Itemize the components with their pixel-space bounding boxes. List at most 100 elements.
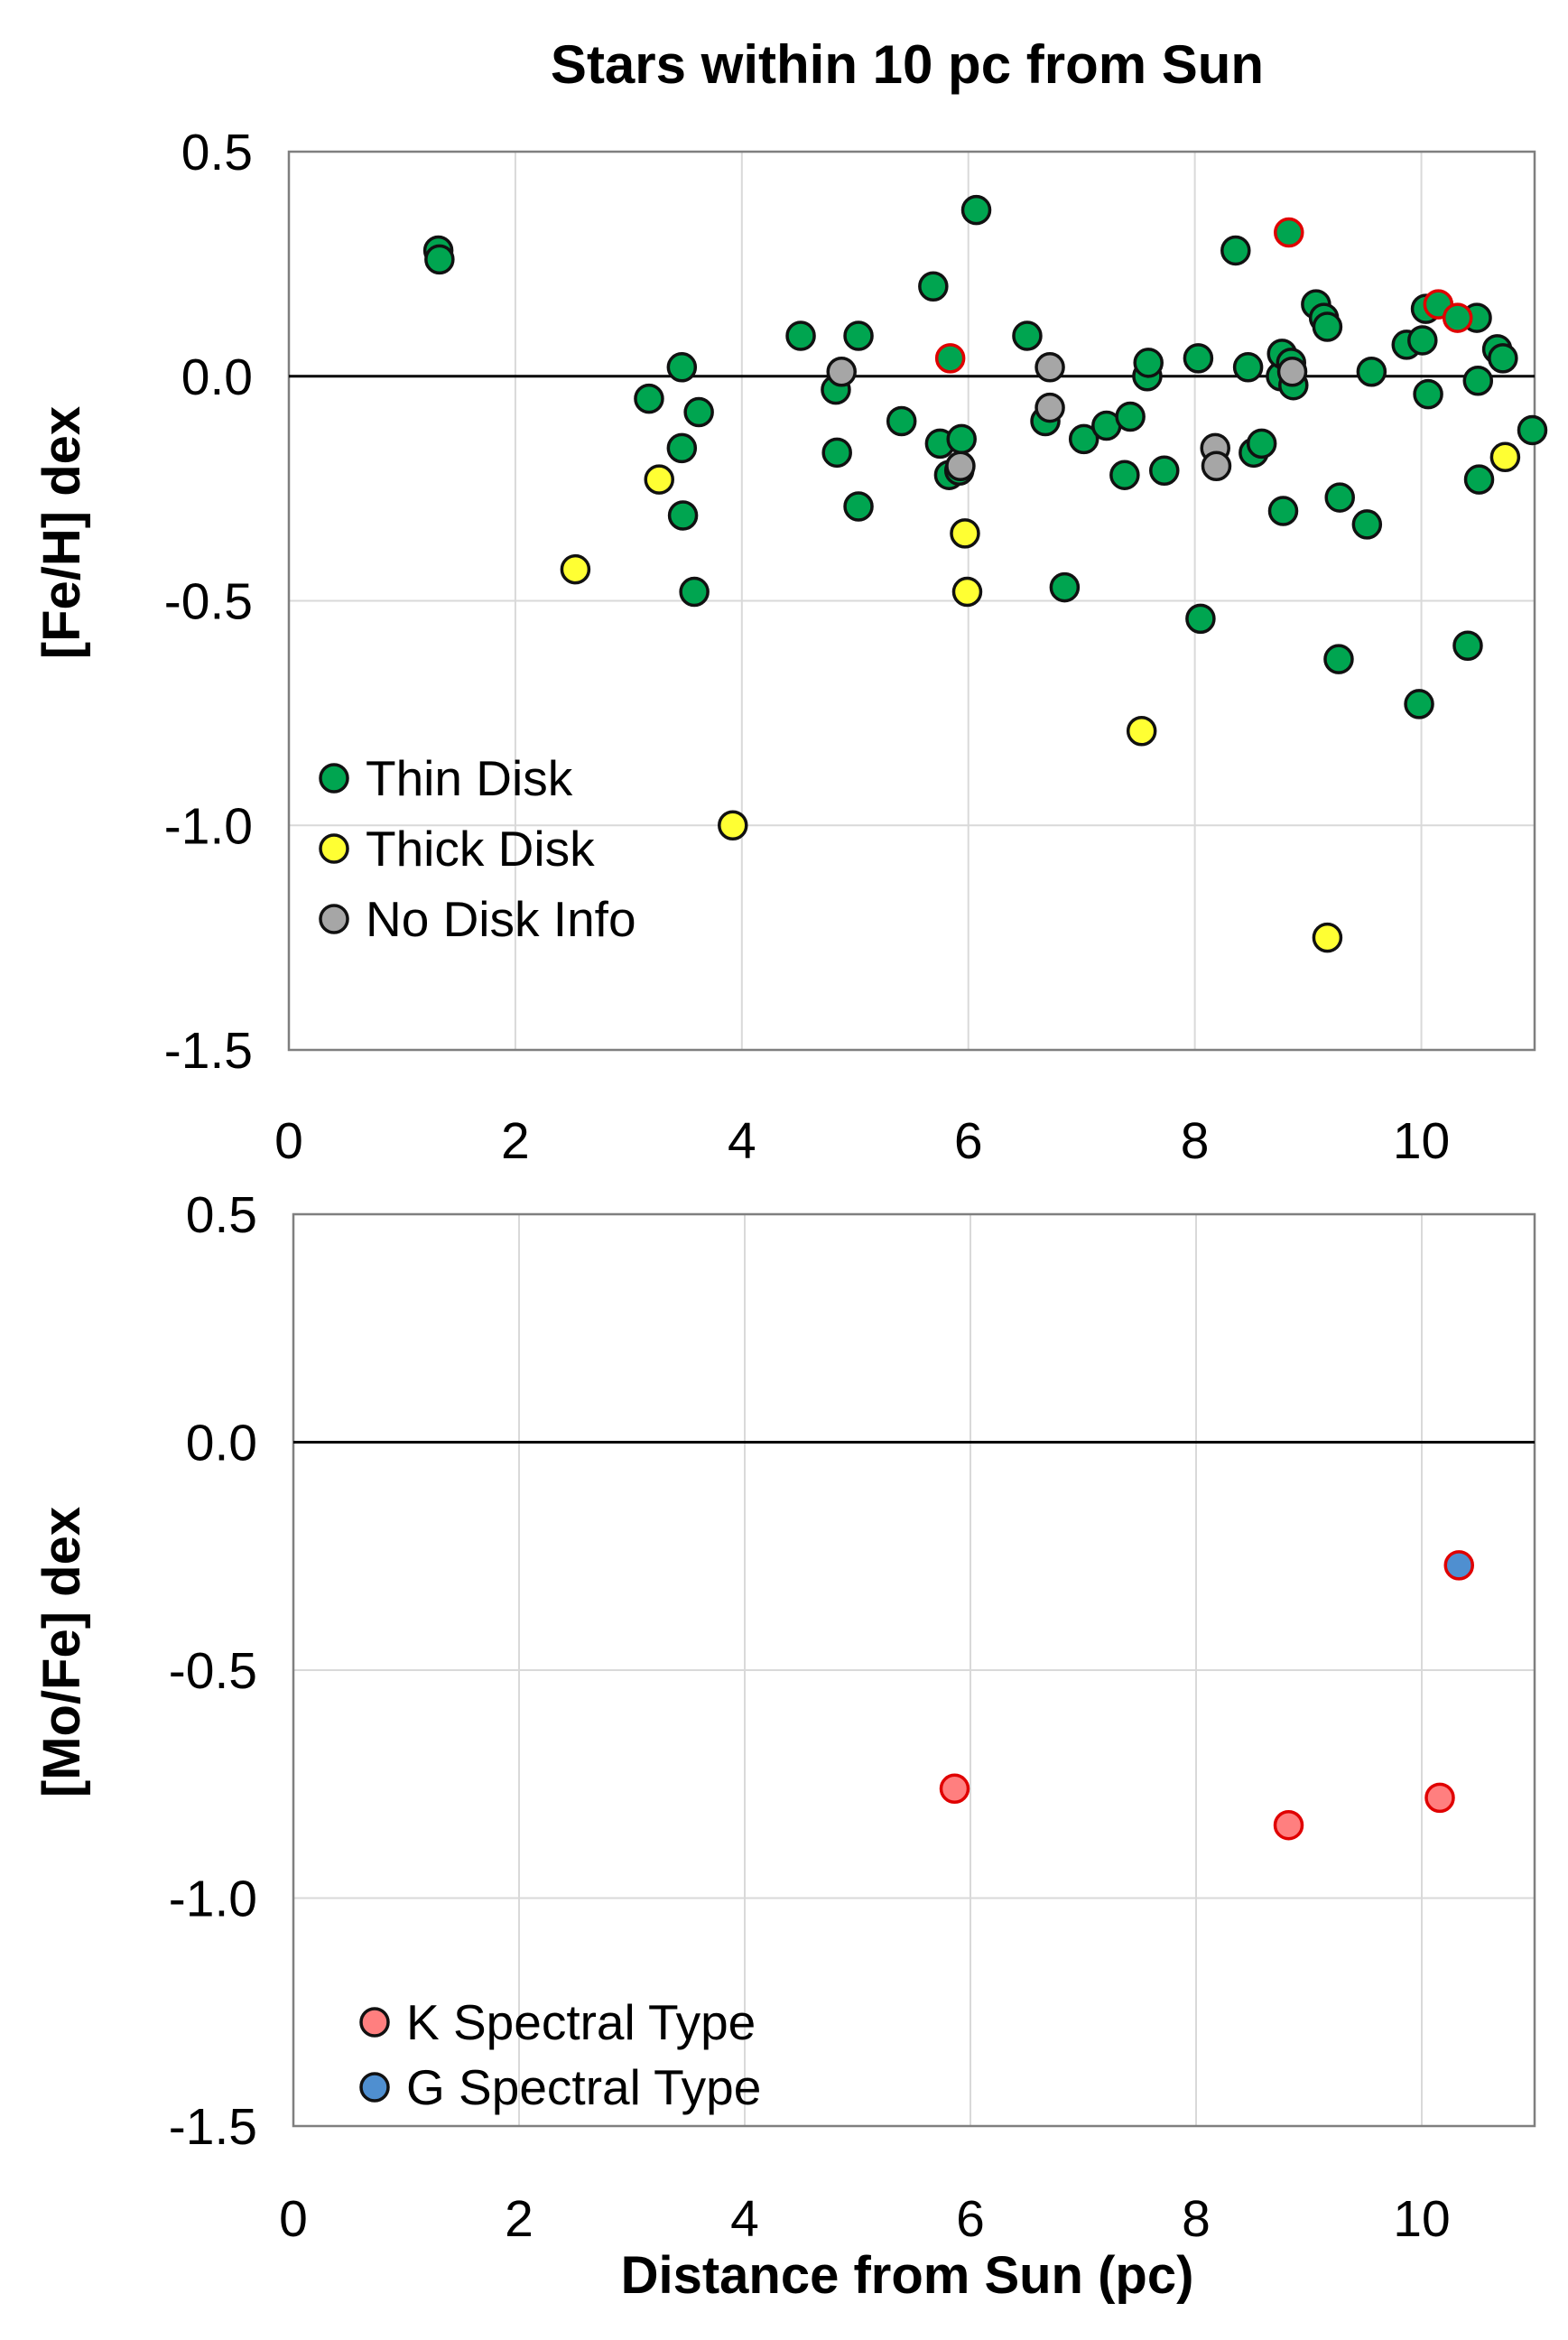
x-tick-label: 2 [501,1112,530,1170]
data-point [1489,441,1521,473]
data-point [1133,348,1164,378]
data-point [950,518,980,549]
data-point [1463,464,1495,495]
data-point [1274,217,1304,248]
x-tick-label: 0 [279,2190,308,2248]
data-point [1356,357,1387,387]
data-point [1109,460,1140,490]
data-point [644,464,674,495]
data-point [1012,320,1043,351]
plot-area [292,1212,1536,2128]
data-point [666,352,698,383]
data-point [1035,392,1065,423]
data-point [1312,311,1343,342]
data-point [1452,630,1483,661]
data-point [1035,352,1065,383]
data-point [1404,689,1434,720]
x-tick-label: 10 [1393,2190,1450,2248]
data-point [1232,352,1264,383]
y-tick-label: -1.0 [169,1871,257,1928]
data-point [1442,302,1473,333]
data-point [1115,401,1146,432]
x-tick-label: 6 [956,2190,985,2248]
data-point [945,450,976,481]
x-axis-title: Distance from Sun (pc) [621,2246,1194,2305]
data-point [1413,378,1443,410]
data-point [1407,325,1438,356]
y-tick-label: 0.5 [181,124,253,181]
data-point [1424,1782,1455,1814]
legend-marker [319,904,349,934]
data-point [1323,644,1354,674]
legend-label: No Disk Info [366,891,636,947]
data-point [1220,235,1251,266]
chart-title: Stars within 10 pc from Sun [551,34,1264,95]
legend-label: K Spectral Type [406,1994,756,2050]
data-point [960,194,992,226]
x-tick-label: 6 [954,1112,983,1170]
y-tick-label: 0.0 [181,348,253,406]
data-point [1185,603,1216,635]
data-point [1488,343,1518,374]
data-point [1443,1550,1474,1581]
data-point [1246,428,1277,460]
data-point [951,576,983,608]
y-tick-label: -1.0 [164,797,253,855]
data-point [1183,343,1214,374]
data-point [843,491,874,522]
data-point [1068,423,1099,455]
data-point [424,244,455,275]
x-tick-label: 4 [728,1112,756,1170]
data-point [683,396,714,428]
x-tick-label: 4 [730,2190,759,2248]
data-point [843,320,874,351]
data-point [821,437,852,469]
data-point [718,810,748,840]
data-point [785,320,816,351]
y-axis-title: [Mo/Fe] dex [32,1507,91,1797]
x-tick-label: 8 [1181,1112,1210,1170]
data-point [679,576,710,608]
legend-marker [359,2072,390,2103]
data-point [1201,450,1232,481]
y-axis-title: [Fe/H] dex [32,406,91,659]
y-tick-label: -0.5 [169,1642,257,1700]
y-tick-label: 0.0 [186,1415,257,1472]
x-tick-label: 0 [274,1112,303,1170]
data-point [1324,482,1355,513]
data-point [560,553,591,585]
y-tick-label: 0.5 [186,1186,257,1244]
data-point [1049,571,1081,603]
feh-panel: 0.5 0.0 -0.5 -1.0 -1.5 0 2 4 6 8 10 [Fe/H] dex Thin … [32,124,1548,1170]
data-point [1149,455,1180,486]
x-tick-label: 10 [1393,1112,1450,1170]
data-point [918,271,949,302]
y-tick-label: -1.5 [169,2098,257,2156]
legend-label: G Spectral Type [406,2059,761,2115]
legend-marker [319,763,349,794]
data-point [667,500,699,531]
legend-marker [319,833,349,864]
legend-label: Thin Disk [366,750,573,806]
data-point [666,432,698,464]
data-point [1267,496,1299,526]
legend-label: Thick Disk [366,821,595,877]
data-point [826,357,857,387]
legend-marker [359,2007,390,2038]
plot-area [287,150,1536,1052]
y-tick-label: -1.5 [164,1022,253,1080]
mofe-panel: 0.5 0.0 -0.5 -1.0 -1.5 0 2 4 6 8 10 [Mo/Fe] dex K Sp… [32,1186,1536,2248]
x-tick-label: 2 [505,2190,533,2248]
x-tick-label: 8 [1182,2190,1211,2248]
data-point [1126,716,1157,747]
data-point [1462,365,1494,396]
data-point [946,423,977,455]
data-point [1351,509,1383,540]
y-tick-label: -0.5 [164,573,253,631]
data-point [1273,1809,1304,1841]
data-point [934,343,966,374]
data-point [939,1773,970,1805]
data-point [1517,414,1548,446]
data-point [886,405,917,437]
